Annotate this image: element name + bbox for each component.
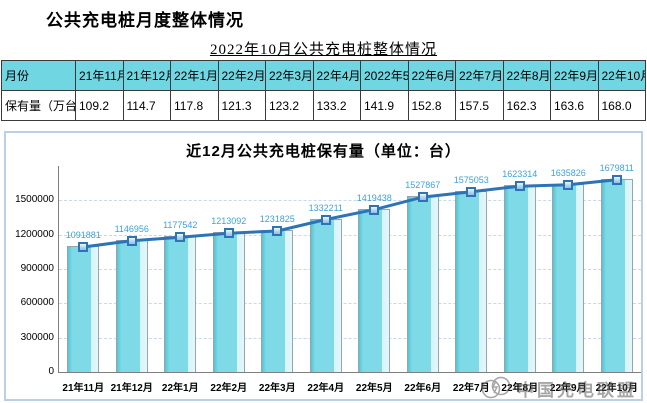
bar	[115, 239, 148, 372]
value-cell: 141.9	[360, 90, 409, 121]
month-header-cell: 22年8月	[502, 60, 551, 91]
x-axis-tick-label: 22年2月	[210, 383, 248, 394]
month-header-cell: 22年3月	[265, 60, 314, 91]
value-cell: 117.8	[170, 90, 219, 121]
month-header-cell: 22年7月	[455, 60, 504, 91]
month-header-cell: 22年4月	[312, 60, 361, 91]
x-axis-tick-label: 21年12月	[110, 383, 153, 394]
value-cell: 109.2	[75, 90, 124, 121]
watermark-text: 中国充电联盟	[517, 380, 637, 400]
line-marker	[78, 242, 89, 253]
bar-value-label: 1635826	[550, 167, 586, 178]
month-header-cell: 22年1月	[170, 60, 219, 91]
value-cell: 121.3	[217, 90, 266, 121]
x-axis-tick-label: 22年6月	[404, 383, 442, 394]
line-marker	[611, 174, 622, 185]
month-header-cell: 22年10月	[597, 60, 646, 91]
chart-panel: 近12月公共充电桩保有量（单位：台） 0 300000 600000 900000 12…	[4, 131, 643, 401]
x-axis-tick-label: 22年7月	[452, 383, 490, 394]
table-header-row: 月份21年11月21年12月22年1月22年2月22年3月22年4月2022年5…	[1, 60, 646, 91]
x-axis-tick-label: 22年5月	[355, 383, 393, 394]
y-axis-tick-label: 1500000	[15, 194, 54, 206]
row-label-cell: 保有量（万台）	[1, 90, 76, 121]
x-axis-tick-label: 22年10月	[595, 383, 638, 394]
bar-value-label: 1231825	[259, 214, 295, 225]
month-header-cell: 2022年5月	[360, 60, 409, 91]
month-header-cell: 21年12月	[122, 60, 171, 91]
alliance-logo-icon	[481, 376, 511, 399]
page-title: 公共充电桩月度整体情况	[46, 11, 244, 30]
line-marker	[175, 232, 186, 243]
page-subtitle: 2022年10月公共充电桩整体情况	[209, 42, 437, 58]
value-cell: 123.2	[265, 90, 314, 121]
month-header-cell: 22年9月	[550, 60, 599, 91]
bar-value-label: 1623314	[502, 169, 538, 180]
bar-value-label: 1332211	[308, 202, 343, 213]
bar-value-label: 1679811	[599, 162, 634, 173]
x-axis-tick-label: 21年11月	[62, 383, 105, 394]
bar	[455, 190, 488, 372]
table-corner-cell: 月份	[1, 60, 76, 91]
bar	[164, 236, 197, 372]
watermark: 中国充电联盟	[480, 373, 637, 403]
bar	[261, 230, 294, 372]
line-marker	[272, 226, 283, 237]
gridline	[59, 303, 641, 305]
x-axis-tick-label: 22年9月	[549, 383, 587, 394]
bar-value-label: 1419438	[356, 192, 392, 203]
bar	[67, 246, 100, 372]
line-marker	[563, 179, 574, 190]
x-axis-tick-label: 22年1月	[161, 383, 199, 394]
month-header-cell: 21年11月	[75, 60, 124, 91]
value-cell: 162.3	[502, 90, 551, 121]
value-cell: 163.6	[550, 90, 599, 121]
line-marker	[466, 186, 477, 197]
y-axis-tick-label: 600000	[20, 297, 54, 309]
monthly-data-table: 月份21年11月21年12月22年1月22年2月22年3月22年4月2022年5…	[1, 60, 646, 121]
value-cell: 152.8	[407, 90, 456, 121]
line-marker	[320, 214, 331, 225]
bar	[406, 196, 439, 372]
line-marker	[126, 235, 137, 246]
table-data-row: 保有量（万台）109.2114.7117.8121.3123.2133.2141…	[1, 90, 646, 121]
bar	[212, 232, 245, 372]
value-cell: 133.2	[312, 90, 361, 121]
value-cell: 168.0	[597, 90, 646, 121]
y-axis-tick-label: 900000	[20, 263, 54, 274]
value-cell: 114.7	[122, 90, 171, 121]
x-axis-tick-label: 22年4月	[307, 383, 345, 394]
bar	[358, 208, 391, 372]
month-header-cell: 22年6月	[407, 60, 456, 91]
y-axis-tick-label: 0	[48, 366, 54, 377]
line-marker	[369, 204, 380, 215]
gridline	[59, 337, 641, 339]
bar	[309, 218, 342, 372]
line-marker	[223, 228, 234, 239]
month-header-cell: 22年2月	[217, 60, 266, 91]
y-axis-tick-label: 1200000	[15, 228, 54, 240]
plot-area: 0 300000 600000 900000 1200000 1500000 1091881…	[15, 163, 641, 394]
chart-title: 近12月公共充电桩保有量（单位：台）	[186, 143, 461, 160]
bar	[503, 185, 536, 372]
bar	[600, 178, 633, 372]
line-marker	[514, 181, 525, 192]
value-cell: 157.5	[455, 90, 504, 121]
line-marker	[417, 192, 428, 203]
y-axis-tick-label: 300000	[20, 331, 54, 343]
x-axis-tick-label: 22年3月	[258, 383, 296, 394]
gridline	[59, 269, 641, 270]
x-axis-tick-label: 22年8月	[501, 383, 539, 394]
bar	[552, 183, 585, 372]
